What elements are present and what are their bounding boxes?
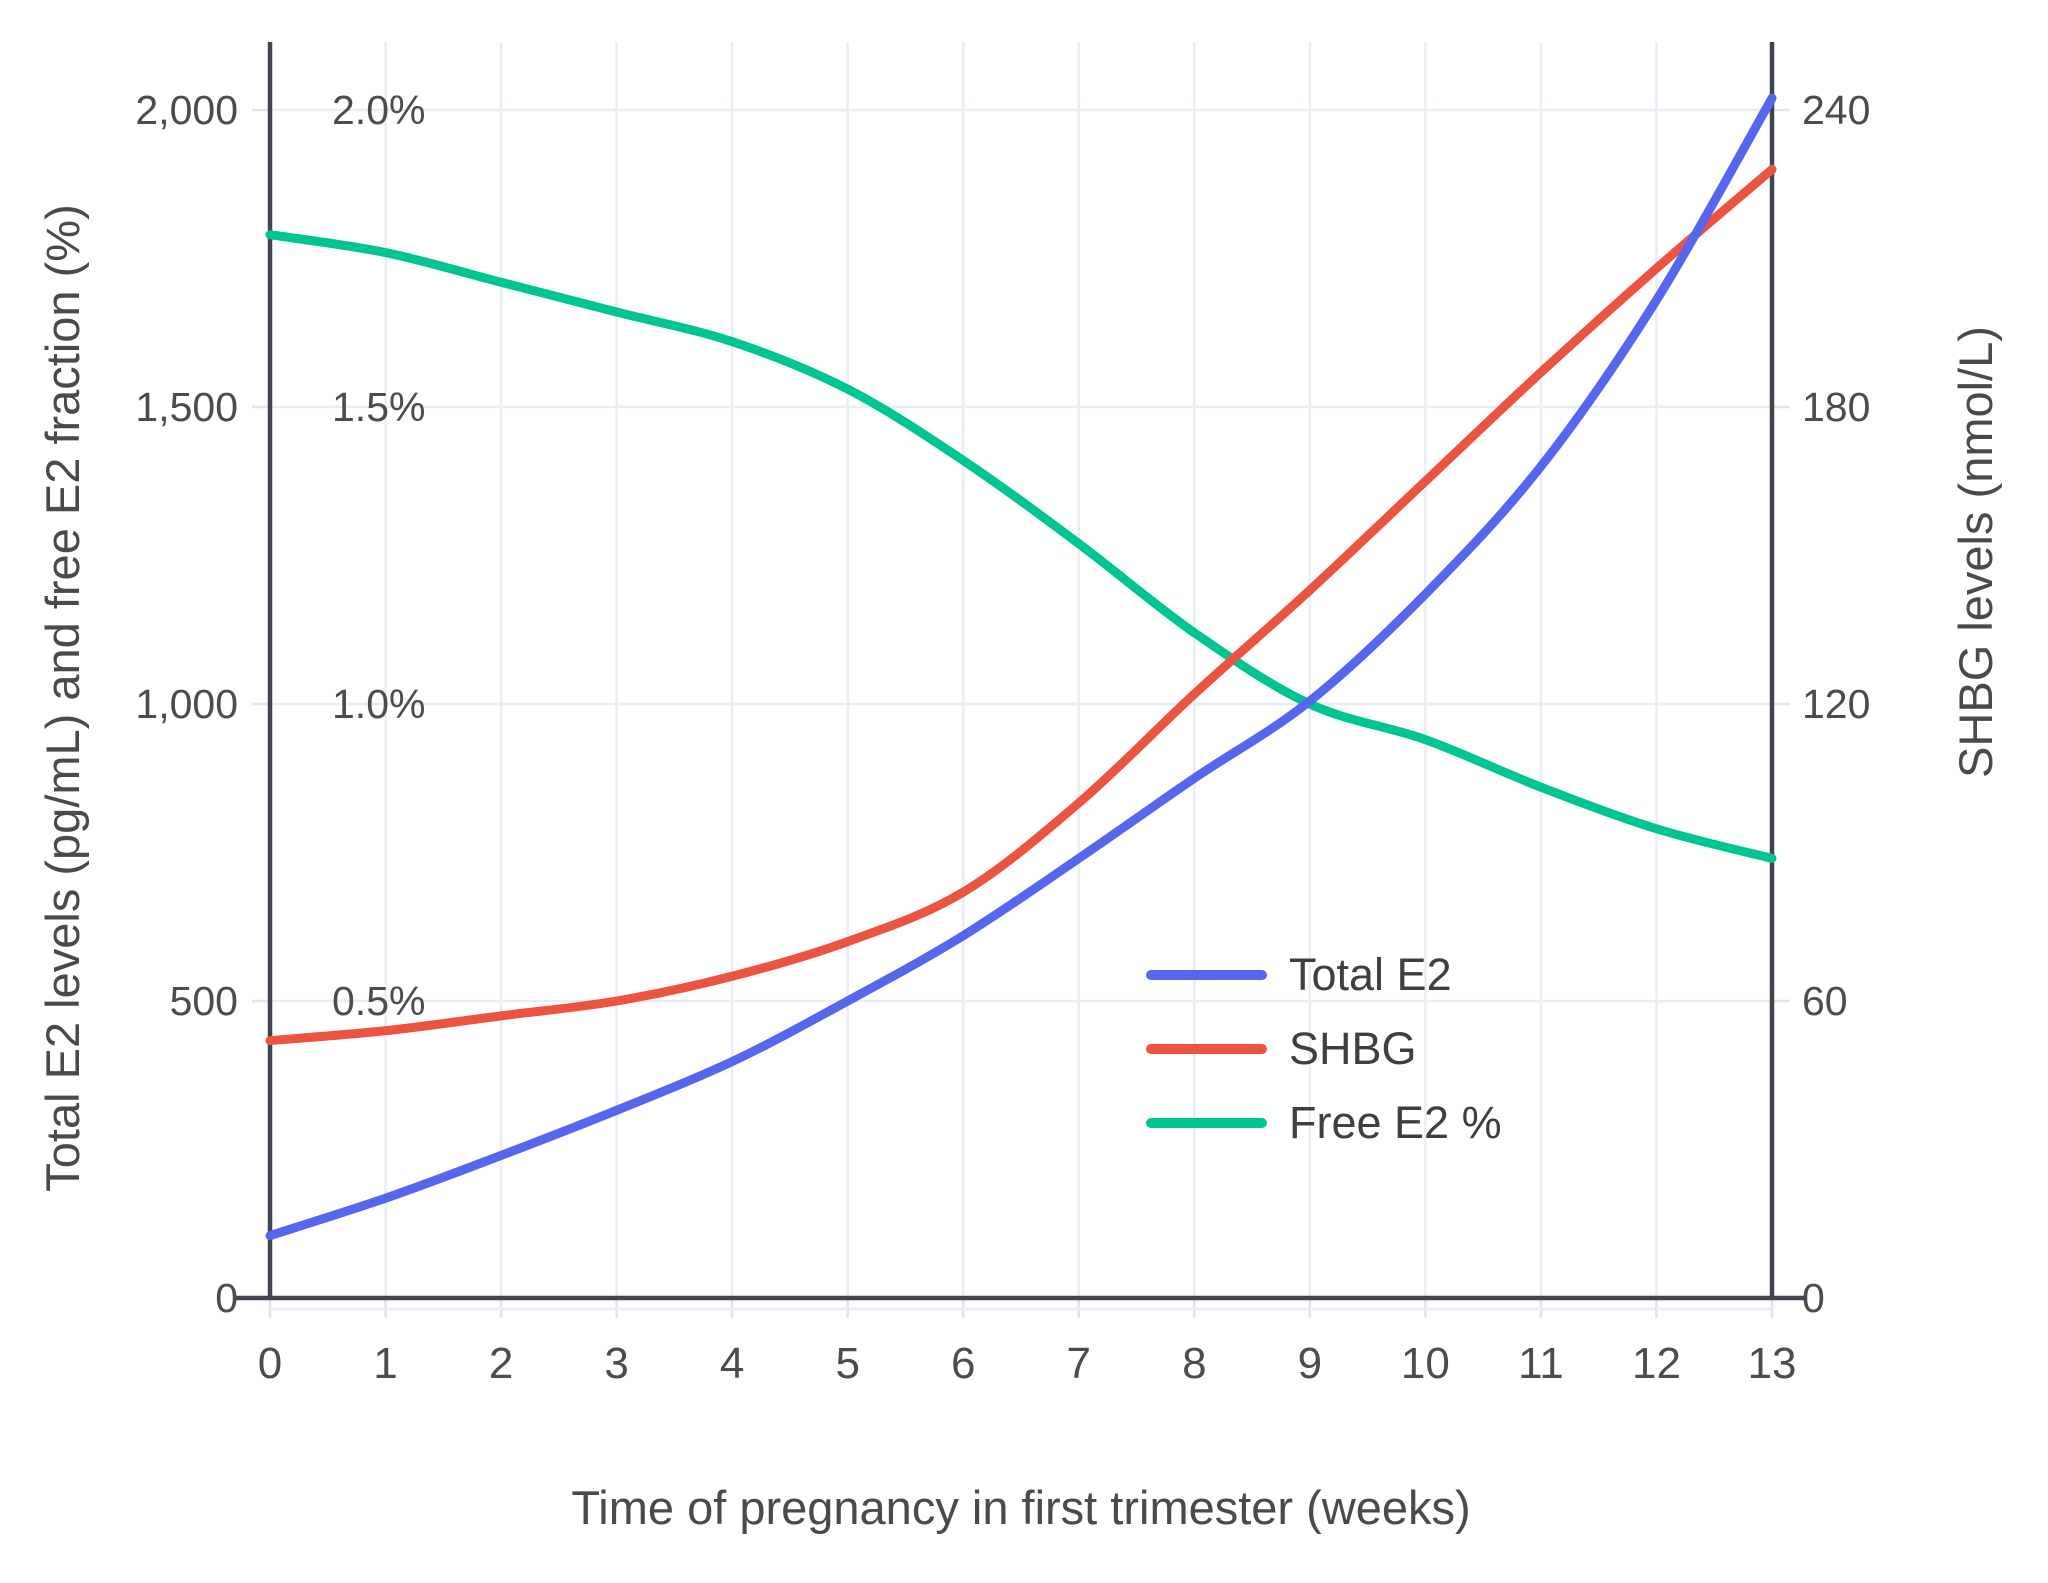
x-tick-label: 6 [951, 1339, 975, 1388]
y-right-tick-label: 180 [1802, 384, 1870, 430]
y-axis-title-left: Total E2 levels (pg/mL) and free E2 frac… [35, 204, 89, 1192]
legend-item-total-e2[interactable]: Total E2 [1146, 938, 1502, 1012]
x-tick-label: 3 [604, 1339, 628, 1388]
y-left-tick-label: 1,000 [135, 681, 238, 727]
legend-swatch [1146, 1118, 1267, 1128]
x-tick-label: 0 [258, 1339, 282, 1388]
y-left-tick-label: 0 [215, 1275, 238, 1321]
y-left-tick-label: 1,500 [135, 384, 238, 430]
legend-swatch [1146, 970, 1267, 980]
legend: Total E2 SHBG Free E2 % [1146, 938, 1502, 1160]
x-tick-label: 7 [1067, 1339, 1091, 1388]
x-tick-label: 11 [1518, 1339, 1564, 1388]
x-tick-label: 5 [835, 1339, 859, 1388]
series-line-shbg[interactable] [265, 164, 1777, 1046]
x-tick-label: 1 [373, 1339, 397, 1388]
y-right-tick-label: 240 [1802, 87, 1870, 133]
x-tick-label: 8 [1182, 1339, 1206, 1388]
legend-label: Free E2 % [1289, 1097, 1502, 1148]
x-tick-label: 2 [489, 1339, 513, 1388]
legend-label: SHBG [1289, 1023, 1417, 1074]
y-axis-title-right: SHBG levels (nmol/L) [1948, 326, 2002, 778]
y-percent-tick-label: 1.5% [332, 384, 425, 430]
y-right-tick-label: 60 [1802, 978, 1848, 1024]
y-percent-tick-label: 1.0% [332, 681, 425, 727]
x-tick-label: 12 [1632, 1339, 1681, 1388]
x-tick-label: 13 [1748, 1339, 1797, 1388]
x-tick-label: 4 [720, 1339, 744, 1388]
legend-item-shbg[interactable]: SHBG [1146, 1012, 1502, 1086]
y-right-tick-label: 120 [1802, 681, 1870, 727]
legend-swatch [1146, 1044, 1267, 1054]
y-right-tick-label: 0 [1802, 1275, 1825, 1321]
x-tick-label: 9 [1298, 1339, 1322, 1388]
y-left-tick-label: 500 [170, 978, 238, 1024]
series-line-total-e2[interactable] [265, 93, 1777, 1241]
y-percent-tick-label: 2.0% [332, 87, 425, 133]
legend-label: Total E2 [1289, 949, 1452, 1000]
legend-item-free-e2-[interactable]: Free E2 % [1146, 1086, 1502, 1160]
y-percent-tick-label: 0.5% [332, 978, 425, 1024]
series-line-free-e2-[interactable] [265, 230, 1777, 863]
y-left-tick-label: 2,000 [135, 87, 238, 133]
x-tick-label: 10 [1401, 1339, 1450, 1388]
x-axis-title: Time of pregnancy in first trimester (we… [571, 1480, 1471, 1534]
